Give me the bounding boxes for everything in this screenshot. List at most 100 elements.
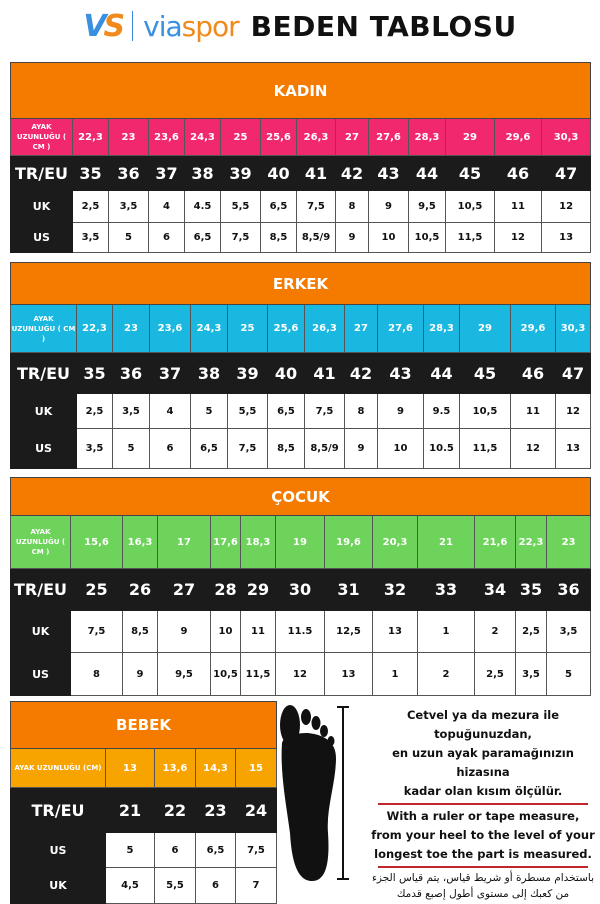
size-cell: 29 bbox=[459, 304, 511, 353]
row-length: AYAK UZUNLUĞU (CM) 13 13,6 14,3 15 bbox=[10, 748, 278, 788]
size-cell: 10 bbox=[368, 222, 409, 253]
size-cell: 13 bbox=[372, 610, 418, 653]
row-treu: TR/EU 35 36 37 38 39 40 41 42 43 44 45 46 47 bbox=[10, 155, 592, 191]
size-cell: 10,5 bbox=[408, 222, 446, 253]
instruction-ar-2: من كعبك إلى مستوى أطول إصبع قدمك bbox=[396, 888, 570, 900]
size-cell: 7,5 bbox=[70, 610, 123, 653]
size-cell: 21 bbox=[105, 787, 155, 833]
size-cell: 22,3 bbox=[76, 304, 113, 353]
size-cell: 39 bbox=[227, 352, 268, 394]
brand-part-a: via bbox=[143, 9, 183, 43]
size-cell: 24,3 bbox=[190, 304, 228, 353]
size-cell: 19 bbox=[275, 515, 325, 569]
size-cell: 6 bbox=[154, 832, 196, 868]
size-cell: 11,5 bbox=[445, 222, 495, 253]
size-cell: 3,5 bbox=[515, 652, 547, 696]
size-cell: 25 bbox=[70, 568, 123, 611]
row-treu: TR/EU 25 26 27 28 29 30 31 32 33 34 35 36 bbox=[10, 568, 592, 611]
divider bbox=[378, 866, 588, 868]
row-uk: UK 7,5 8,5 9 10 11 11.5 12,5 13 1 2 2,5 3,5 bbox=[10, 610, 592, 653]
size-cell: 37 bbox=[149, 352, 191, 394]
size-cell: 41 bbox=[304, 352, 345, 394]
size-cell: 40 bbox=[260, 155, 297, 191]
size-cell: 22 bbox=[154, 787, 196, 833]
size-cell: 9 bbox=[335, 222, 369, 253]
size-cell: 6,5 bbox=[267, 393, 305, 429]
size-cell: 30,3 bbox=[540, 118, 592, 156]
size-cell: 5 bbox=[108, 222, 149, 253]
size-cell: 23 bbox=[108, 118, 149, 156]
size-cell: 45 bbox=[459, 352, 511, 394]
size-cell: 13 bbox=[105, 748, 155, 788]
size-cell: 45 bbox=[445, 155, 495, 191]
size-cell: 38 bbox=[190, 352, 228, 394]
size-cell: 40 bbox=[267, 352, 305, 394]
size-cell: 44 bbox=[423, 352, 460, 394]
size-cell: 43 bbox=[368, 155, 409, 191]
size-cell: 12 bbox=[494, 222, 542, 253]
size-cell: 1 bbox=[372, 652, 418, 696]
size-cell: 36 bbox=[112, 352, 150, 394]
logo-divider bbox=[132, 11, 134, 41]
size-cell: 5 bbox=[112, 428, 150, 469]
size-cell: 6,5 bbox=[195, 832, 236, 868]
row-label: UK bbox=[10, 393, 77, 429]
size-cell: 23 bbox=[112, 304, 150, 353]
section-title: ERKEK bbox=[9, 262, 592, 305]
divider bbox=[378, 803, 588, 805]
size-cell: 9 bbox=[157, 610, 211, 653]
section-title: KADIN bbox=[9, 62, 592, 119]
size-cell: 1 bbox=[417, 610, 475, 653]
size-table-cocuk: ÇOCUK AYAK UZUNLUĞU ( CM ) 15,6 16,3 17 17,6 1… bbox=[9, 477, 592, 696]
size-cell: 9 bbox=[377, 393, 424, 429]
size-cell: 11 bbox=[240, 610, 276, 653]
size-cell: 14,3 bbox=[195, 748, 236, 788]
size-cell: 25 bbox=[227, 304, 268, 353]
size-cell: 23 bbox=[545, 515, 592, 569]
row-us: US 5 6 6,5 7,5 bbox=[10, 832, 278, 868]
size-cell: 43 bbox=[377, 352, 424, 394]
page-title: BEDEN TABLOSU bbox=[250, 9, 517, 43]
row-label: TR/EU bbox=[10, 568, 71, 611]
size-cell: 12,5 bbox=[324, 610, 373, 653]
row-label: US bbox=[10, 428, 77, 469]
size-cell: 12 bbox=[275, 652, 325, 696]
size-cell: 24 bbox=[234, 787, 278, 833]
row-label: TR/EU bbox=[10, 787, 106, 833]
size-cell: 33 bbox=[417, 568, 475, 611]
size-cell: 29,6 bbox=[494, 118, 542, 156]
size-cell: 6,5 bbox=[260, 190, 297, 223]
size-cell: 17 bbox=[157, 515, 211, 569]
size-cell: 46 bbox=[494, 155, 542, 191]
size-cell: 7,5 bbox=[220, 222, 261, 253]
size-cell: 3,5 bbox=[545, 610, 592, 653]
size-cell: 3,5 bbox=[72, 222, 109, 253]
size-cell: 11.5 bbox=[275, 610, 325, 653]
row-us: US 3,5 5 6 6,5 7,5 8,5 8,5/9 9 10 10.5 11,5 12 13 bbox=[10, 428, 592, 469]
size-cell: 27 bbox=[157, 568, 211, 611]
size-table-bebek: BEBEK AYAK UZUNLUĞU (CM) 13 13,6 14,3 15 TR/EU… bbox=[9, 701, 278, 904]
size-cell: 5 bbox=[105, 832, 155, 868]
size-cell: 38 bbox=[184, 155, 221, 191]
measure-ruler-icon bbox=[337, 706, 349, 880]
size-cell: 27,6 bbox=[368, 118, 409, 156]
size-cell: 3,5 bbox=[108, 190, 149, 223]
size-cell: 10 bbox=[210, 610, 241, 653]
size-cell: 17,6 bbox=[210, 515, 241, 569]
size-cell: 12 bbox=[510, 428, 556, 469]
size-cell: 36 bbox=[545, 568, 592, 611]
size-cell: 13 bbox=[540, 222, 592, 253]
row-length: AYAK UZUNLUĞU ( CM ) 22,3 23 23,6 24,3 25 25,6… bbox=[10, 304, 592, 353]
size-cell: 3,5 bbox=[112, 393, 150, 429]
size-cell: 29,6 bbox=[510, 304, 556, 353]
size-cell: 7,5 bbox=[296, 190, 336, 223]
size-cell: 23,6 bbox=[148, 118, 185, 156]
size-cell: 19,6 bbox=[324, 515, 373, 569]
row-treu: TR/EU 21 22 23 24 bbox=[10, 787, 278, 833]
row-treu: TR/EU 35 36 37 38 39 40 41 42 43 44 45 46 47 bbox=[10, 352, 592, 394]
size-cell: 12 bbox=[540, 190, 592, 223]
size-cell: 9.5 bbox=[423, 393, 460, 429]
size-cell: 6 bbox=[148, 222, 185, 253]
size-cell: 10 bbox=[377, 428, 424, 469]
size-cell: 4.5 bbox=[184, 190, 221, 223]
